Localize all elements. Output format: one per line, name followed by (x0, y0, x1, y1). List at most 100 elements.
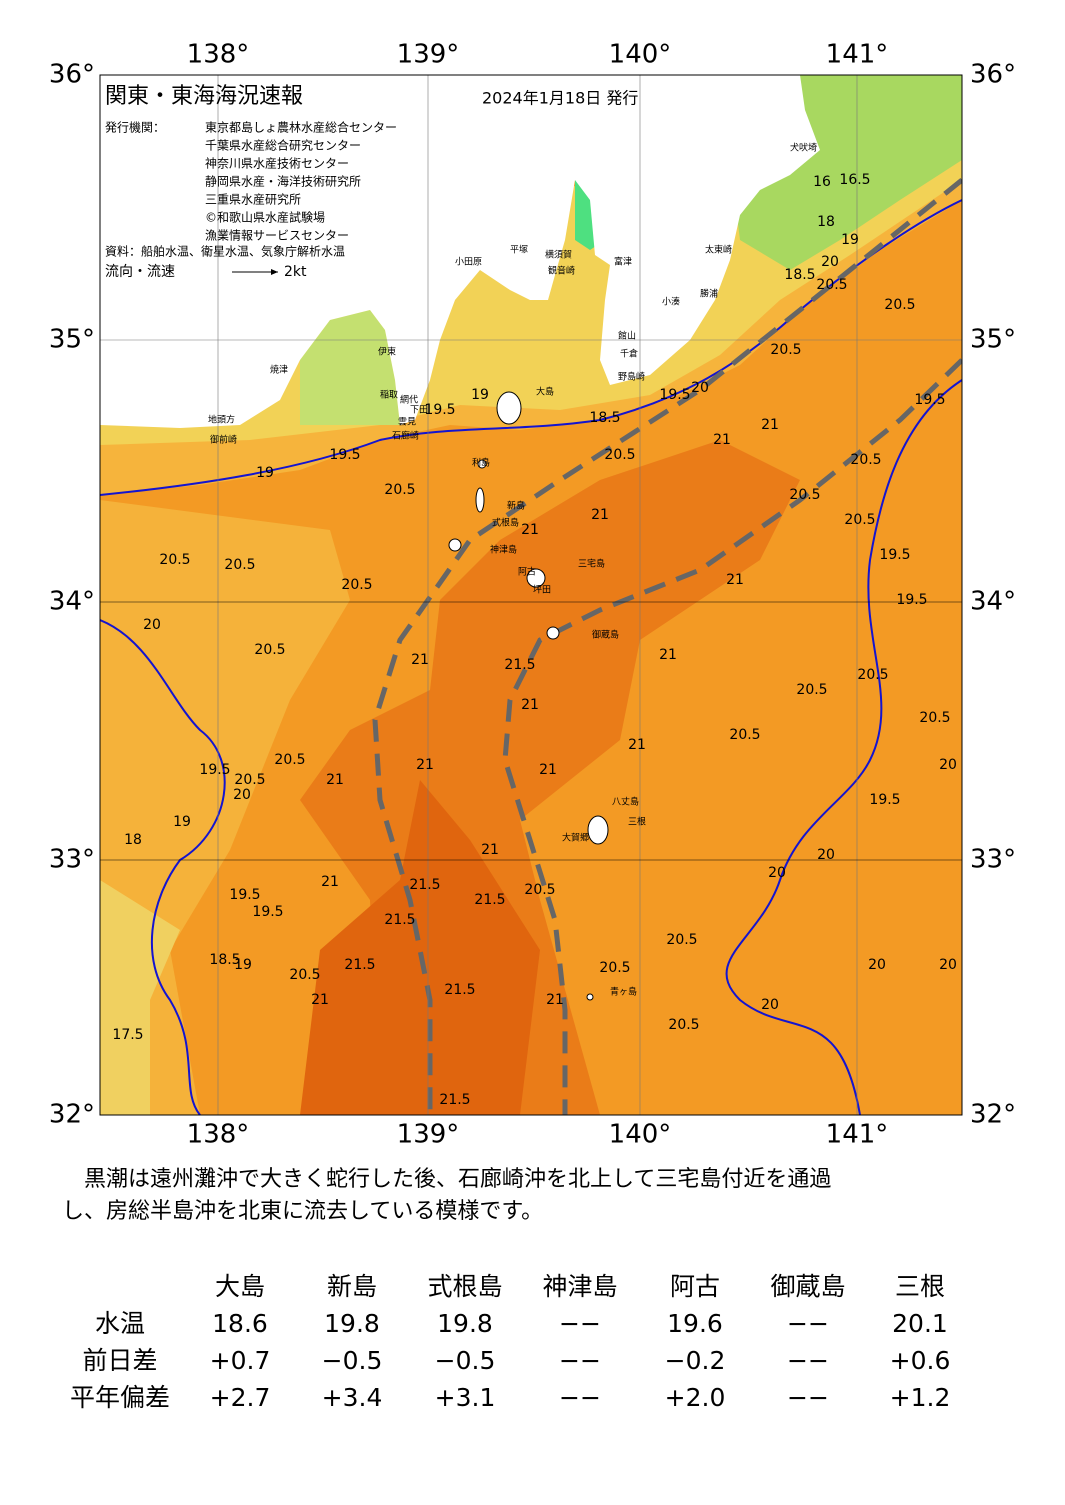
lat-label: 36° (49, 60, 95, 90)
table-cell: 19.8 (324, 1309, 380, 1338)
place-name: 平塚 (510, 245, 528, 256)
lon-label: 140° (609, 40, 672, 70)
table-cell: +3.4 (322, 1383, 383, 1412)
contour-label: 20.5 (254, 642, 285, 658)
contour-label: 20.5 (857, 667, 888, 683)
place-name: 館山 (618, 330, 636, 342)
contour-label: 21 (713, 432, 731, 448)
island (587, 815, 609, 845)
table-cell: +2.7 (210, 1383, 271, 1412)
contour-label: 20 (768, 865, 786, 881)
contour-label: 19.5 (199, 762, 230, 778)
place-name: 勝浦 (700, 288, 718, 300)
table-cell: −− (559, 1346, 601, 1375)
contour-label: 20.5 (224, 557, 255, 573)
map-title: 関東・東海海況速報 (105, 84, 303, 109)
contour-label: 18.5 (589, 410, 620, 426)
row-label: 水温 (95, 1309, 145, 1338)
place-name: 地頭方 (208, 414, 235, 426)
table-cell: 20.1 (892, 1309, 948, 1338)
place-name: 太東崎 (705, 244, 732, 256)
issuer: 千葉県水産総合研究センター (205, 138, 361, 153)
contour-label: 20.5 (919, 710, 950, 726)
issuer: 静岡県水産・海洋技術研究所 (205, 174, 361, 189)
contour-label: 21 (761, 417, 779, 433)
place-name: 下田 (410, 405, 428, 416)
contour-label: 18 (817, 214, 835, 230)
issuer: ©和歌山県水産試験場 (205, 210, 325, 225)
contour-label: 21 (521, 522, 539, 538)
lat-label: 32° (49, 1100, 95, 1130)
contour-label: 20.5 (816, 277, 847, 293)
place-name: 横須賀 (545, 249, 572, 261)
contour-label: 20.5 (668, 1017, 699, 1033)
place-name: 大島 (536, 386, 554, 398)
place-name: 青ヶ島 (610, 986, 637, 998)
contour-label: 21 (311, 992, 329, 1008)
issuers-label: 発行機関： (105, 120, 165, 135)
place-name: 小田原 (455, 257, 482, 268)
contour-label: 21.5 (439, 1092, 470, 1108)
lat-label: 34° (970, 587, 1016, 617)
island (586, 993, 594, 1001)
table-header: 大島 (215, 1272, 265, 1301)
contour-label: 20.5 (599, 960, 630, 976)
contour-label: 21.5 (444, 982, 475, 998)
island (496, 391, 522, 425)
contour-label: 20.5 (789, 487, 820, 503)
contour-label: 19.5 (252, 904, 283, 920)
table-cell: −− (559, 1383, 601, 1412)
place-name: 稲取 (380, 389, 398, 401)
kuroshio-axis (502, 358, 962, 1115)
table-cell: −− (559, 1309, 601, 1338)
suruga-bay (300, 310, 400, 425)
row-label: 平年偏差 (70, 1383, 170, 1412)
contour-line (725, 379, 962, 1115)
contour-label: 19 (234, 957, 252, 973)
contour-label: 16.5 (839, 172, 870, 188)
island (475, 487, 485, 513)
table-cell: +1.2 (890, 1383, 951, 1412)
place-name: 雲見 (398, 417, 416, 428)
island (526, 568, 546, 588)
table-cell: −− (787, 1346, 829, 1375)
place-name: 石廊崎 (392, 430, 419, 442)
contour-label: 20.5 (341, 577, 372, 593)
contour-label: 20.5 (159, 552, 190, 568)
place-name: 犬吠埼 (790, 142, 817, 154)
lon-label: 139° (397, 1120, 460, 1150)
place-name: 三宅島 (578, 558, 605, 570)
table-header: 三根 (895, 1272, 945, 1301)
contour-label: 20.5 (796, 682, 827, 698)
place-name: 三根 (628, 816, 646, 828)
table-cell: −0.5 (435, 1346, 496, 1375)
contour-label: 21.5 (384, 912, 415, 928)
place-name: 八丈島 (612, 796, 639, 808)
issuer: 東京都島しょ農林水産総合センター (205, 120, 397, 135)
contour-label: 18.5 (209, 952, 240, 968)
contour-label: 20 (691, 380, 709, 396)
contour-label: 21 (726, 572, 744, 588)
contour-label: 19.5 (869, 792, 900, 808)
table-cell: 18.6 (212, 1309, 268, 1338)
lat-label: 35° (970, 325, 1016, 355)
place-name: 神津島 (490, 544, 517, 556)
contour-label: 18.5 (784, 267, 815, 283)
contour-label: 19 (256, 465, 274, 481)
table-cell: −− (787, 1309, 829, 1338)
island (448, 538, 462, 552)
contour-label: 20.5 (234, 772, 265, 788)
place-name: 焼津 (270, 365, 288, 376)
contour-label: 21.5 (504, 657, 535, 673)
sea-cooler (100, 880, 180, 1115)
contour-label: 21 (546, 992, 564, 1008)
contour-label: 19.5 (879, 547, 910, 563)
contour-label: 21.5 (474, 892, 505, 908)
place-name: 千倉 (620, 348, 638, 360)
lat-label: 33° (49, 845, 95, 875)
contour-label: 21 (481, 842, 499, 858)
place-name: 野島崎 (618, 371, 645, 383)
lat-label: 33° (970, 845, 1016, 875)
place-name: 御蔵島 (592, 629, 619, 641)
island (477, 459, 487, 469)
